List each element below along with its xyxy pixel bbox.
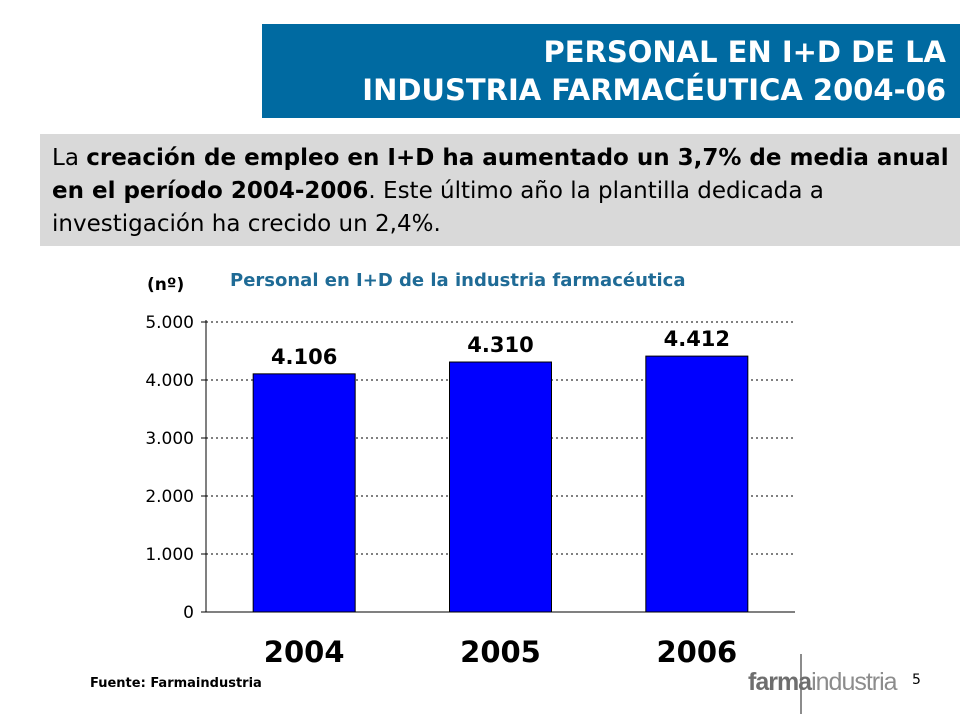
- summary-text-intro: La: [52, 145, 87, 171]
- page-title-line-2: INDUSTRIA FARMACÉUTICA 2004-06: [362, 73, 946, 107]
- summary-text-rest: . Este último año la plantilla dedicada …: [52, 178, 824, 237]
- logo-divider: [800, 654, 802, 714]
- y-axis-unit-label: (nº): [147, 275, 185, 295]
- y-tick-label: 2.000: [145, 487, 194, 507]
- y-tick-label: 5.000: [145, 313, 194, 333]
- logo-text-bold: farma: [748, 668, 812, 696]
- y-tick-label: 1.000: [145, 545, 194, 565]
- summary-box: La creación de empleo en I+D ha aumentad…: [40, 134, 960, 246]
- logo-text: farmaindustria: [748, 668, 898, 697]
- farmaindustria-logo: farmaindustria: [748, 650, 898, 714]
- data-label-2004: 4.106: [271, 345, 337, 369]
- title-banner: PERSONAL EN I+D DE LA INDUSTRIA FARMACÉU…: [262, 24, 960, 118]
- x-tick-label-2006: 2006: [656, 635, 737, 669]
- bar-2004: [252, 373, 356, 613]
- page-number: 5: [912, 672, 921, 688]
- data-label-2006: 4.412: [664, 327, 730, 351]
- x-tick-label-2005: 2005: [460, 635, 541, 669]
- logo-text-rest: industria: [811, 668, 897, 696]
- bar-2005: [449, 361, 552, 613]
- y-tick-label: 0: [183, 603, 194, 623]
- chart-title: Personal en I+D de la industria farmacéu…: [230, 270, 686, 291]
- bar-2006: [645, 355, 749, 613]
- source-note: Fuente: Farmaindustria: [90, 676, 262, 691]
- y-tick-label: 3.000: [145, 429, 194, 449]
- page-title-line-1: PERSONAL EN I+D DE LA: [543, 35, 946, 69]
- summary-text-bold: creación de empleo en I+D ha aumentado u…: [52, 145, 949, 204]
- x-tick-label-2004: 2004: [264, 635, 345, 669]
- y-tick-label: 4.000: [145, 371, 194, 391]
- data-label-2005: 4.310: [467, 333, 533, 357]
